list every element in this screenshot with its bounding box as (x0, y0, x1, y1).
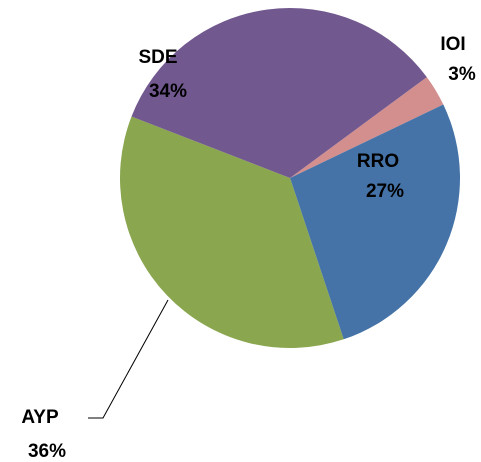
pie-slice (290, 104, 460, 340)
slice-value-label: 36% (28, 441, 66, 462)
leader-line (88, 299, 169, 419)
slice-value-label: 27% (366, 181, 404, 202)
slice-value-label: 34% (149, 81, 187, 102)
pie-slice (120, 116, 344, 349)
slice-value-label: 3% (448, 64, 476, 85)
pie-slice (290, 77, 444, 178)
slice-label: IOI (440, 34, 465, 55)
slice-label: RRO (357, 151, 399, 172)
slice-label: AYP (21, 407, 59, 428)
slice-label: SDE (138, 47, 177, 68)
pie-slice (131, 8, 427, 179)
